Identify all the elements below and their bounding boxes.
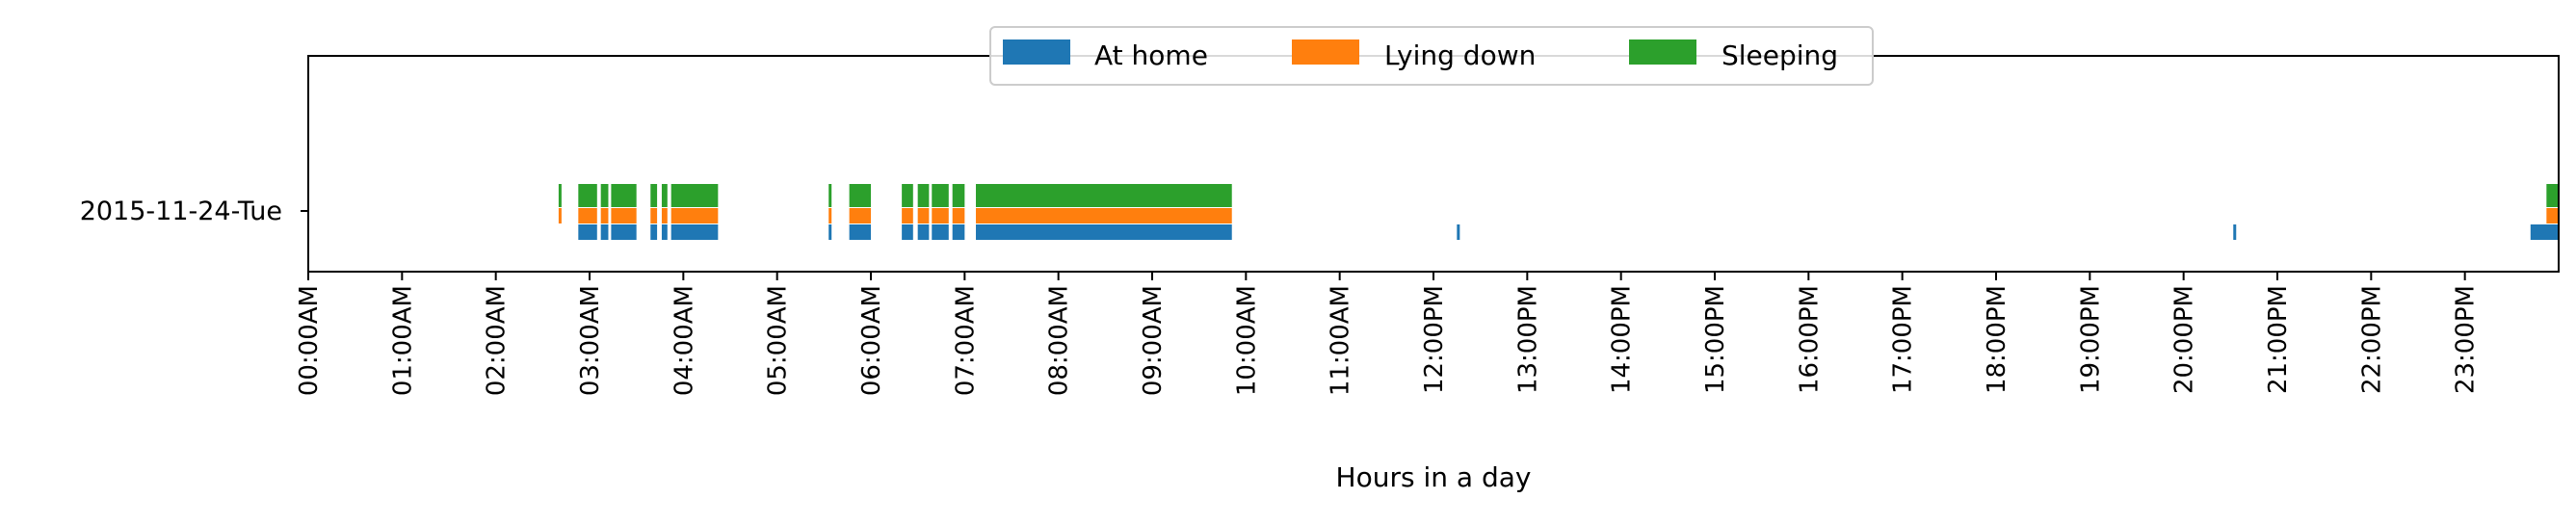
bar-at-home	[976, 224, 1232, 240]
bar-sleeping	[828, 184, 832, 207]
x-tick-label: 03:00AM	[576, 285, 605, 396]
bar-sleeping	[650, 184, 658, 207]
bar-at-home	[952, 224, 965, 240]
x-tick-label: 19:00PM	[2076, 285, 2105, 394]
legend-label-sleeping: Sleeping	[1722, 39, 1838, 71]
x-tick-label: 06:00AM	[857, 285, 886, 396]
y-tick-label: 2015-11-24-Tue	[80, 197, 282, 226]
bar-lying-down	[670, 208, 719, 223]
bar-at-home	[650, 224, 658, 240]
bar-at-home	[917, 224, 930, 240]
legend-swatch-sleeping	[1629, 39, 1696, 65]
x-axis-ticks: 00:00AM 01:00AM 02:00AM 03:00AM 04:00AM 05:00…	[295, 272, 2481, 396]
bar-sleeping	[578, 184, 597, 207]
legend-label-at-home: At home	[1094, 39, 1208, 71]
x-tick-label: 23:00PM	[2452, 285, 2481, 394]
x-tick-label: 10:00AM	[1232, 285, 1261, 396]
bar-sleeping	[976, 184, 1232, 207]
x-tick-label: 22:00PM	[2357, 285, 2386, 394]
bar-sleeping	[661, 184, 668, 207]
bar-lying-down	[976, 208, 1232, 223]
bar-at-home	[2530, 224, 2559, 240]
bar-sleeping	[902, 184, 913, 207]
x-tick-label: 12:00PM	[1420, 285, 1449, 394]
x-tick-label: 02:00AM	[483, 285, 512, 396]
bar-at-home	[902, 224, 913, 240]
bar-sleeping	[849, 184, 871, 207]
bar-lying-down	[952, 208, 965, 223]
bar-sleeping	[932, 184, 949, 207]
bar-lying-down	[578, 208, 597, 223]
x-tick-label: 15:00PM	[1701, 285, 1730, 394]
x-tick-label: 05:00AM	[764, 285, 793, 396]
bar-at-home	[932, 224, 949, 240]
x-tick-label: 09:00AM	[1139, 285, 1168, 396]
x-tick-label: 17:00PM	[1889, 285, 1918, 394]
bar-sleeping	[611, 184, 637, 207]
x-tick-label: 20:00PM	[2170, 285, 2199, 394]
x-tick-label: 04:00AM	[670, 285, 698, 396]
x-tick-label: 21:00PM	[2264, 285, 2293, 394]
legend-label-lying-down: Lying down	[1384, 39, 1536, 71]
bar-sleeping	[2546, 184, 2559, 207]
legend-swatch-lying-down	[1292, 39, 1359, 65]
x-tick-label: 11:00AM	[1327, 285, 1355, 396]
bar-lying-down	[600, 208, 609, 223]
bar-lying-down	[650, 208, 658, 223]
x-axis-label: Hours in a day	[1336, 461, 1532, 493]
x-tick-label: 00:00AM	[295, 285, 324, 396]
bar-sleeping	[952, 184, 965, 207]
bar-at-home	[670, 224, 719, 240]
bar-at-home	[1457, 224, 1460, 240]
bar-lying-down	[849, 208, 871, 223]
bar-sleeping	[917, 184, 930, 207]
bar-lying-down	[661, 208, 668, 223]
x-tick-label: 08:00AM	[1045, 285, 1074, 396]
legend: At home Lying down Sleeping	[989, 26, 1874, 86]
bar-lying-down	[611, 208, 637, 223]
bar-sleeping	[600, 184, 609, 207]
bar-at-home	[849, 224, 871, 240]
bar-lying-down	[932, 208, 949, 223]
bar-at-home	[828, 224, 832, 240]
bar-at-home	[661, 224, 668, 240]
bar-sleeping	[558, 184, 562, 207]
bar-lying-down	[917, 208, 930, 223]
x-tick-label: 13:00PM	[1513, 285, 1542, 394]
x-tick-label: 18:00PM	[1983, 285, 2011, 394]
bar-at-home	[611, 224, 637, 240]
bar-lying-down	[828, 208, 832, 223]
x-tick-label: 14:00PM	[1608, 285, 1637, 394]
bar-lying-down	[2546, 208, 2559, 223]
bar-at-home	[600, 224, 609, 240]
bar-lying-down	[558, 208, 562, 223]
x-tick-label: 01:00AM	[388, 285, 417, 396]
bar-sleeping	[670, 184, 719, 207]
legend-swatch-at-home	[1003, 39, 1070, 65]
bars-layer	[558, 184, 2559, 240]
bar-at-home	[578, 224, 597, 240]
bar-at-home	[2233, 224, 2237, 240]
x-tick-label: 07:00AM	[951, 285, 980, 396]
bar-lying-down	[902, 208, 913, 223]
x-tick-label: 16:00PM	[1795, 285, 1824, 394]
